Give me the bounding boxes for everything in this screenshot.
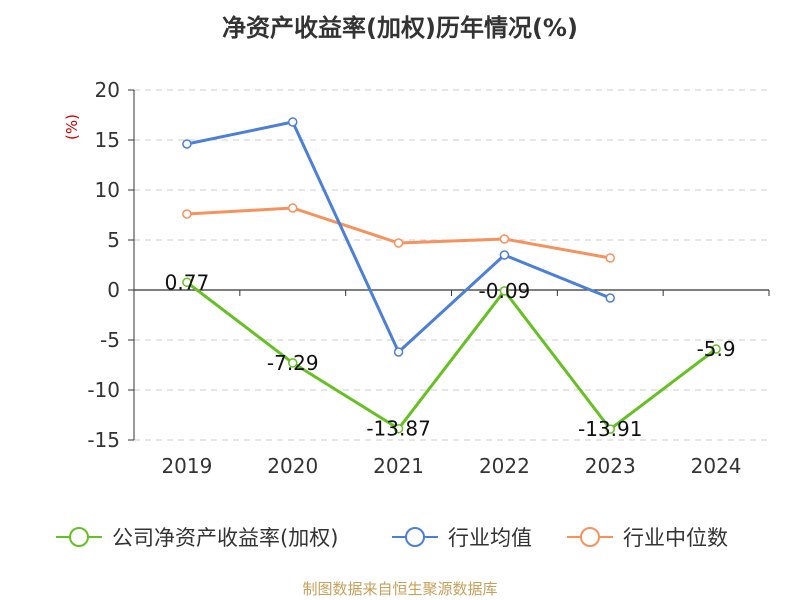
y-tick-label: 15	[95, 128, 120, 152]
data-point-industry_avg[interactable]	[393, 347, 404, 357]
data-point-industry_median[interactable]	[182, 209, 192, 219]
data-label: -5.9	[697, 337, 736, 361]
data-point-company[interactable]	[711, 344, 721, 354]
data-point-industry_avg[interactable]	[605, 293, 615, 303]
legend-marker	[580, 527, 600, 547]
x-tick-label: 2022	[479, 454, 530, 478]
data-point-company[interactable]	[605, 424, 615, 434]
data-label-layer: 0.77 -7.29 -13.87 -0.09 -13.91 -5.9	[165, 270, 736, 441]
legend-marker	[69, 527, 89, 547]
legend-item-company[interactable]: 公司净资产收益率(加权)	[56, 526, 338, 550]
series-line-company	[186, 281, 717, 431]
x-tick-label: 2021	[373, 454, 424, 478]
grid-layer	[134, 89, 769, 441]
legend-label: 行业均值	[448, 526, 532, 550]
y-tick-label: 0	[107, 278, 120, 302]
data-point-industry_median[interactable]	[605, 253, 615, 263]
y-tick-label: 10	[95, 178, 120, 202]
x-tick-label: 2020	[267, 454, 318, 478]
y-tick-label: -10	[87, 378, 120, 402]
data-point-company[interactable]	[499, 286, 510, 296]
series-line-industry_median	[186, 206, 611, 260]
data-point-company[interactable]	[182, 277, 192, 288]
data-point-industry_median[interactable]	[393, 238, 404, 248]
data-point-industry_median[interactable]	[499, 234, 510, 244]
x-tick-label: 2024	[691, 454, 742, 478]
data-label: 0.77	[165, 270, 210, 294]
legend-marker	[405, 527, 425, 547]
y-tick-label: 20	[95, 78, 120, 102]
x-tick-label: 2023	[585, 454, 636, 478]
data-point-company[interactable]	[288, 358, 298, 368]
legend-label: 行业中位数	[623, 526, 728, 550]
source-note: 制图数据来自恒生聚源数据库	[302, 580, 498, 598]
data-point-industry_avg[interactable]	[182, 139, 192, 149]
y-tick-label: 5	[107, 228, 120, 252]
x-tick-label: 2019	[161, 454, 212, 478]
data-label: -7.29	[267, 351, 319, 375]
legend-item-industry_avg[interactable]: 行业均值	[392, 526, 532, 550]
y-tick-label: -15	[87, 428, 120, 452]
data-point-industry_median[interactable]	[288, 203, 298, 213]
legend-label: 公司净资产收益率(加权)	[112, 526, 338, 550]
series-line-industry_avg	[186, 120, 611, 354]
legend[interactable]: 公司净资产收益率(加权) 行业均值 行业中位数	[56, 526, 728, 550]
y-axis-label: (%)	[63, 114, 81, 140]
y-tick-label: -5	[100, 328, 120, 352]
data-point-company[interactable]	[393, 423, 404, 434]
data-label: -13.87	[366, 417, 430, 441]
legend-item-industry_median[interactable]: 行业中位数	[567, 526, 728, 550]
data-point-industry_avg[interactable]	[499, 250, 510, 260]
data-label: -13.91	[578, 417, 642, 441]
series-layer	[182, 117, 721, 434]
data-point-industry_avg[interactable]	[288, 117, 298, 127]
chart-title: 净资产收益率(加权)历年情况(%)	[222, 14, 578, 42]
data-label: -0.09	[479, 279, 531, 303]
axis-layer: 20 15 10 5 0 -5 -10 -15 2019 2020 2021 2022 2023 2024…	[63, 78, 770, 478]
